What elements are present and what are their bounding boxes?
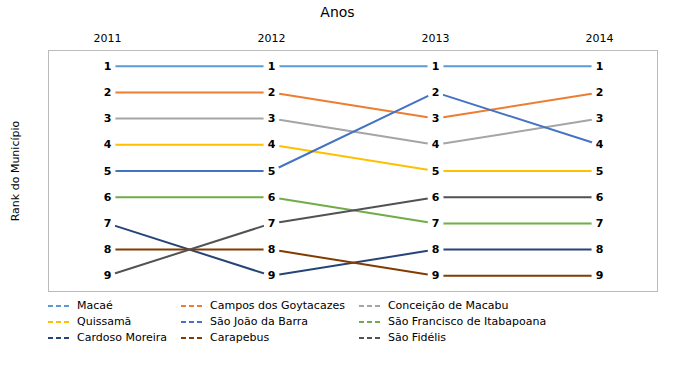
- svg-text:4: 4: [268, 138, 276, 151]
- svg-text:1: 1: [104, 60, 112, 73]
- svg-text:4: 4: [432, 138, 440, 151]
- svg-text:5: 5: [268, 165, 276, 178]
- svg-text:6: 6: [104, 191, 112, 204]
- svg-text:5: 5: [432, 165, 440, 178]
- svg-text:9: 9: [104, 269, 112, 282]
- svg-text:2: 2: [104, 86, 112, 99]
- html-text:São Francisco de Itabapoana: São Francisco de Itabapoana: [387, 315, 547, 328]
- svg-text:3: 3: [432, 112, 440, 125]
- svg-text:9: 9: [432, 269, 440, 282]
- html-text:Campos dos Goytacazes: Campos dos Goytacazes: [210, 299, 345, 312]
- html-text:Cardoso Moreira: Cardoso Moreira: [77, 331, 167, 344]
- html-text:Conceição de Macabu: Conceição de Macabu: [387, 299, 509, 312]
- html-text:Carapebus: Carapebus: [210, 331, 270, 344]
- svg-text:7: 7: [596, 217, 604, 230]
- svg-text:2014: 2014: [586, 32, 614, 45]
- svg-text:2: 2: [596, 86, 604, 99]
- svg-text:9: 9: [596, 269, 604, 282]
- svg-text:9: 9: [268, 269, 276, 282]
- svg-text:7: 7: [104, 217, 112, 230]
- svg-text:6: 6: [432, 191, 440, 204]
- html-text:Quissamã: Quissamã: [77, 315, 132, 328]
- svg-text:2012: 2012: [258, 32, 286, 45]
- html-text:Macaé: Macaé: [77, 299, 113, 312]
- svg-text:7: 7: [432, 217, 440, 230]
- svg-text:3: 3: [596, 112, 604, 125]
- svg-text:1: 1: [268, 60, 276, 73]
- svg-text:2: 2: [432, 86, 440, 99]
- svg-text:1: 1: [596, 60, 604, 73]
- svg-text:2013: 2013: [422, 32, 450, 45]
- svg-text:3: 3: [268, 112, 276, 125]
- svg-text:8: 8: [268, 243, 276, 256]
- svg-text:8: 8: [104, 243, 112, 256]
- svg-text:8: 8: [596, 243, 604, 256]
- svg-text:1: 1: [432, 60, 440, 73]
- html-text:Anos: Anos: [320, 4, 355, 20]
- svg-text:8: 8: [432, 243, 440, 256]
- svg-text:4: 4: [596, 138, 604, 151]
- svg-text:5: 5: [104, 165, 112, 178]
- svg-text:6: 6: [596, 191, 604, 204]
- svg-text:4: 4: [104, 138, 112, 151]
- svg-text:2011: 2011: [94, 32, 122, 45]
- svg-text:2: 2: [268, 86, 276, 99]
- html-text:São João da Barra: São João da Barra: [210, 315, 308, 328]
- svg-text:Rank do Município: Rank do Município: [9, 120, 22, 221]
- svg-text:3: 3: [104, 112, 112, 125]
- html-text:São Fidélis: São Fidélis: [387, 331, 447, 344]
- svg-text:7: 7: [268, 217, 276, 230]
- svg-text:6: 6: [268, 191, 276, 204]
- svg-text:5: 5: [596, 165, 604, 178]
